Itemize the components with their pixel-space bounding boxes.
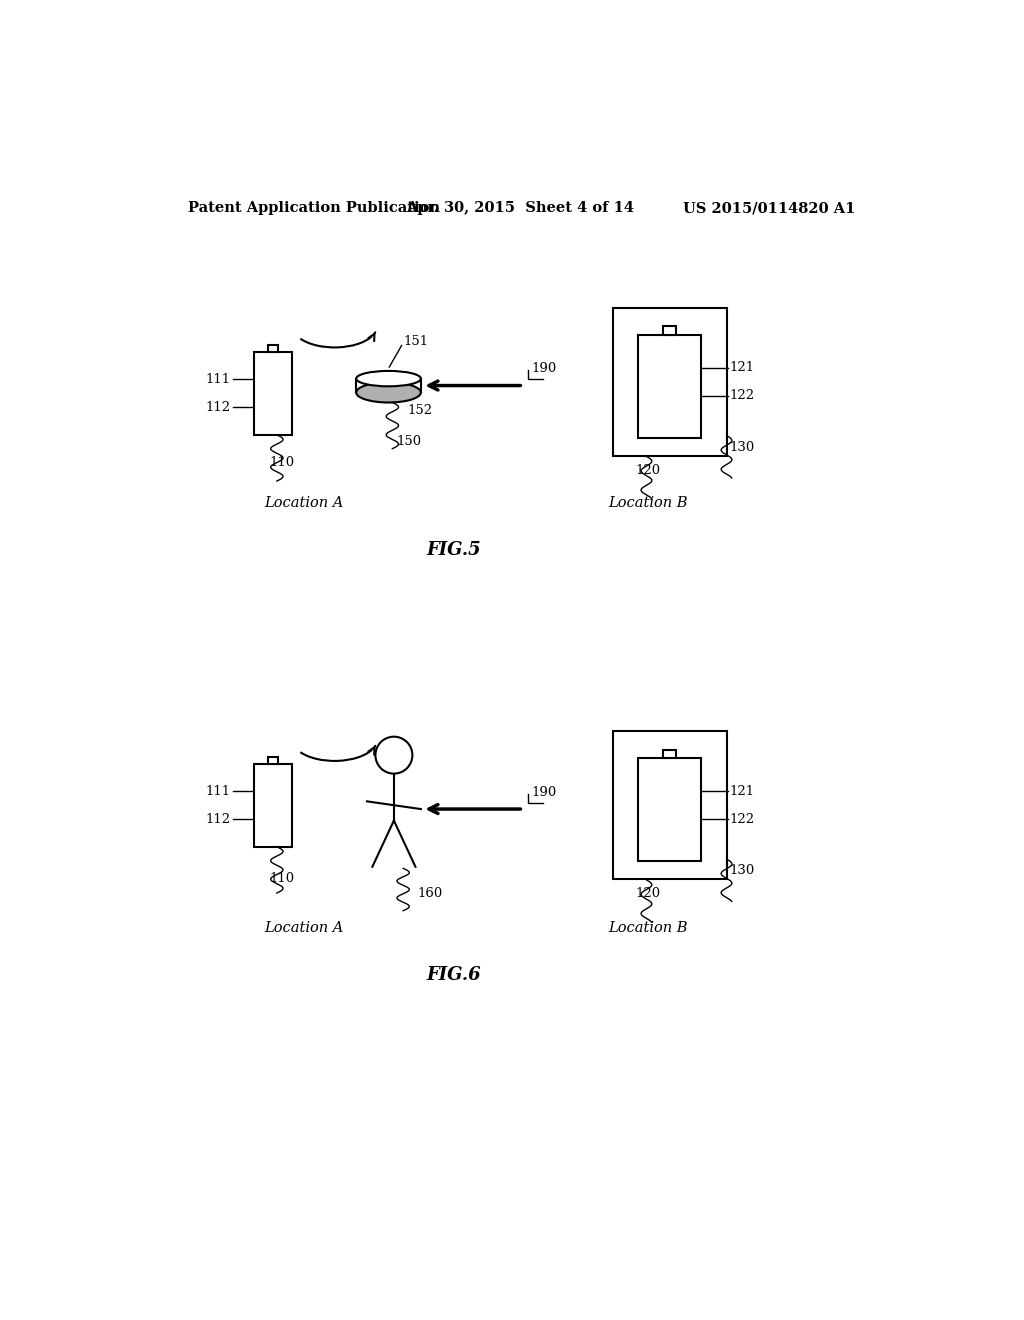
Text: 121: 121	[730, 362, 755, 375]
Text: 190: 190	[531, 362, 556, 375]
Text: 112: 112	[206, 400, 230, 413]
Bar	[638, 335, 701, 438]
Text: 110: 110	[269, 871, 295, 884]
Ellipse shape	[356, 371, 421, 387]
Text: 120: 120	[636, 887, 660, 900]
Text: FIG.5: FIG.5	[427, 541, 481, 558]
Text: 110: 110	[269, 455, 295, 469]
Text: Patent Application Publication: Patent Application Publication	[188, 202, 440, 215]
Text: FIG.6: FIG.6	[427, 966, 481, 983]
Text: 151: 151	[403, 335, 429, 348]
Text: Location A: Location A	[264, 921, 343, 936]
Text: Location B: Location B	[608, 496, 688, 511]
Bar	[664, 326, 676, 335]
Text: 160: 160	[417, 887, 442, 900]
Text: 111: 111	[206, 785, 230, 797]
Bar	[254, 763, 292, 847]
Text: Location A: Location A	[264, 496, 343, 511]
Text: 122: 122	[730, 389, 755, 403]
Bar	[254, 351, 292, 434]
Ellipse shape	[356, 383, 421, 403]
Text: 122: 122	[730, 813, 755, 825]
Text: 152: 152	[408, 404, 433, 417]
Text: 130: 130	[730, 865, 755, 878]
Text: Apr. 30, 2015  Sheet 4 of 14: Apr. 30, 2015 Sheet 4 of 14	[407, 202, 634, 215]
Bar	[612, 308, 727, 455]
Bar	[664, 750, 676, 758]
Text: 130: 130	[730, 441, 755, 454]
Text: 121: 121	[730, 785, 755, 797]
Text: 120: 120	[636, 463, 660, 477]
Bar	[638, 758, 701, 862]
Text: Location B: Location B	[608, 921, 688, 936]
Text: 150: 150	[396, 436, 421, 449]
Text: 112: 112	[206, 813, 230, 825]
Text: US 2015/0114820 A1: US 2015/0114820 A1	[683, 202, 856, 215]
Text: 190: 190	[531, 785, 556, 799]
Bar	[268, 345, 278, 351]
Bar	[268, 756, 278, 763]
Bar	[612, 731, 727, 879]
Text: 111: 111	[206, 372, 230, 385]
